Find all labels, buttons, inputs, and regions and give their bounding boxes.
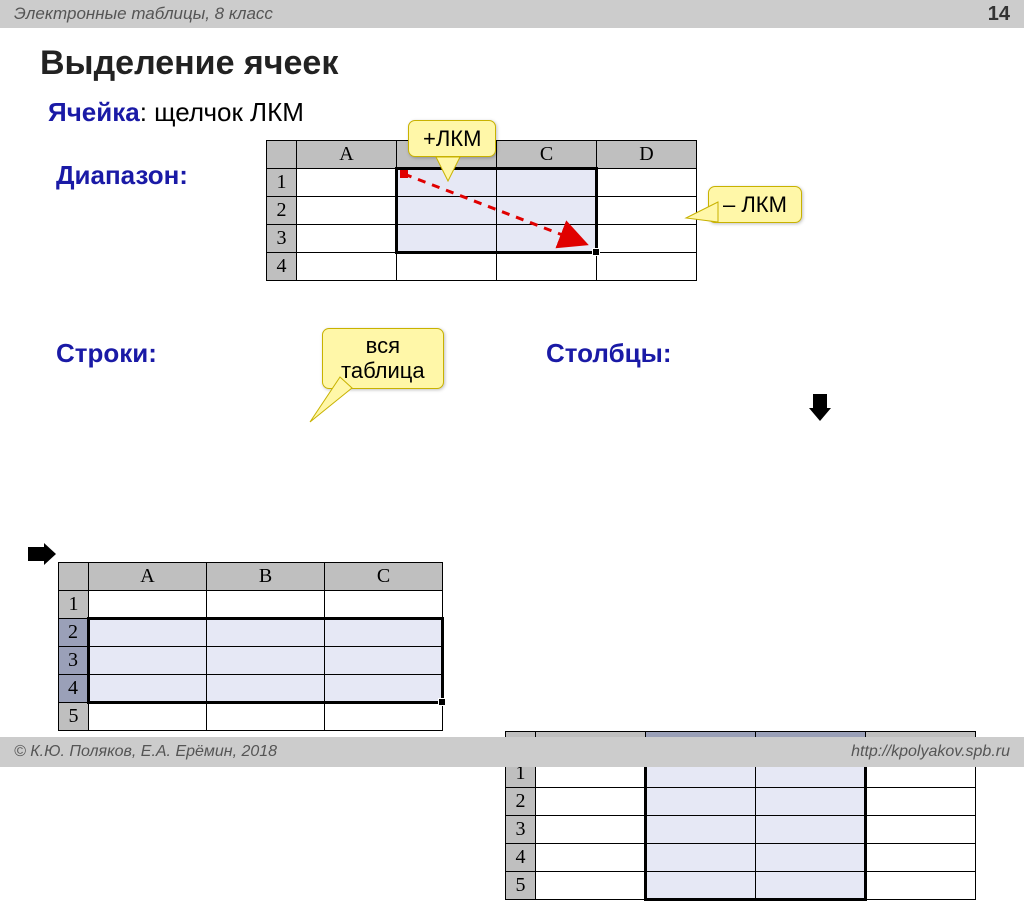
subject-label: Электронные таблицы, 8 класс [14, 4, 273, 24]
page-number: 14 [988, 3, 1010, 26]
footer-right: http://kpolyakov.spb.ru [851, 743, 1010, 761]
selection-handle-icon [592, 248, 600, 256]
range-sheet: ABCD1234 [266, 140, 1024, 281]
callout-whole-table: всятаблица [322, 328, 444, 389]
row-arrow-icon [28, 543, 58, 565]
rows-sheet: ABC12345 [58, 562, 1024, 731]
slide-footer: © К.Ю. Поляков, Е.А. Ерёмин, 2018 http:/… [0, 737, 1024, 767]
range-label: Диапазон: [56, 160, 188, 191]
cell-rest: : щелчок ЛКМ [140, 97, 304, 127]
cols-label: Столбцы: [546, 338, 671, 369]
callout-release: – ЛКМ [708, 186, 802, 223]
selection-handle-icon [438, 698, 446, 706]
page-title: Выделение ячеек [40, 44, 984, 83]
col-arrow-icon [809, 394, 831, 422]
cell-keyword: Ячейка [48, 97, 140, 127]
slide-header: Электронные таблицы, 8 класс 14 [0, 0, 1024, 28]
callout-press: +ЛКМ [408, 120, 496, 157]
rows-label: Строки: [56, 338, 157, 369]
range-diagram: Диапазон: ABCD1234 +ЛКМ – ЛКМ [48, 130, 948, 330]
cell-selection-line: Ячейка: щелчок ЛКМ [48, 97, 984, 128]
footer-left: © К.Ю. Поляков, Е.А. Ерёмин, 2018 [14, 743, 277, 761]
slide-content: Выделение ячеек Ячейка: щелчок ЛКМ [0, 28, 1024, 128]
